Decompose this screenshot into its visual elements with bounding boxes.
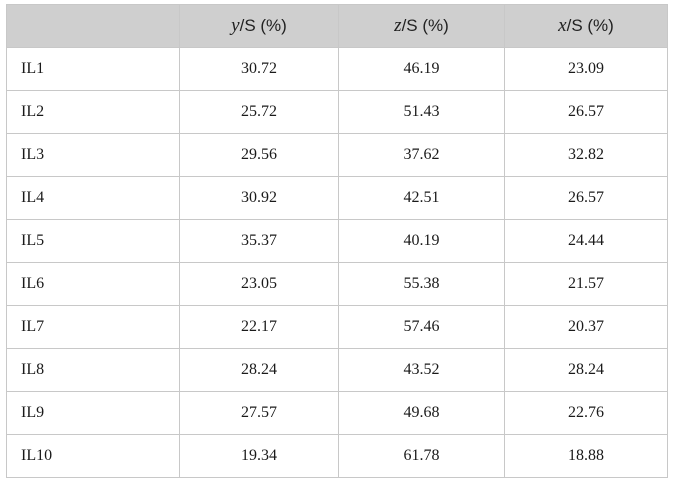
table-header: y/S (%) z/S (%) x/S (%) <box>6 4 668 48</box>
row-label: IL4 <box>6 176 180 220</box>
x-value-cell: 24.44 <box>504 219 668 263</box>
z-value-cell: 42.51 <box>338 176 505 220</box>
z-value-cell: 55.38 <box>338 262 505 306</box>
x-value-cell: 32.82 <box>504 133 668 177</box>
z-value-cell: 57.46 <box>338 305 505 349</box>
table-row: IL6 23.05 55.38 21.57 <box>6 262 668 306</box>
y-value-cell: 25.72 <box>179 90 339 134</box>
z-value-cell: 46.19 <box>338 47 505 91</box>
table-row: IL9 27.57 49.68 22.76 <box>6 391 668 435</box>
row-label: IL10 <box>6 434 180 478</box>
data-table: y/S (%) z/S (%) x/S (%) IL1 30.72 46.19 … <box>6 4 668 478</box>
row-label: IL8 <box>6 348 180 392</box>
table-row: IL4 30.92 42.51 26.57 <box>6 176 668 220</box>
row-label: IL9 <box>6 391 180 435</box>
header-unit: /S (%) <box>566 16 614 35</box>
table-row: IL7 22.17 57.46 20.37 <box>6 305 668 349</box>
z-value-cell: 61.78 <box>338 434 505 478</box>
x-value-cell: 18.88 <box>504 434 668 478</box>
x-value-cell: 22.76 <box>504 391 668 435</box>
y-value-cell: 28.24 <box>179 348 339 392</box>
z-value-cell: 37.62 <box>338 133 505 177</box>
header-unit: /S (%) <box>401 16 449 35</box>
table-row: IL3 29.56 37.62 32.82 <box>6 133 668 177</box>
row-label: IL1 <box>6 47 180 91</box>
header-cell-x-ratio: x/S (%) <box>504 4 668 48</box>
table-row: IL8 28.24 43.52 28.24 <box>6 348 668 392</box>
table-row: IL10 19.34 61.78 18.88 <box>6 434 668 478</box>
header-cell-z-ratio: z/S (%) <box>338 4 505 48</box>
y-value-cell: 27.57 <box>179 391 339 435</box>
z-value-cell: 40.19 <box>338 219 505 263</box>
header-cell-y-ratio: y/S (%) <box>179 4 339 48</box>
x-value-cell: 21.57 <box>504 262 668 306</box>
y-value-cell: 30.72 <box>179 47 339 91</box>
x-value-cell: 23.09 <box>504 47 668 91</box>
header-unit: /S (%) <box>239 16 287 35</box>
y-value-cell: 23.05 <box>179 262 339 306</box>
row-label: IL5 <box>6 219 180 263</box>
table-row: IL5 35.37 40.19 24.44 <box>6 219 668 263</box>
table-body: IL1 30.72 46.19 23.09 IL2 25.72 51.43 26… <box>6 47 668 478</box>
y-value-cell: 30.92 <box>179 176 339 220</box>
header-cell-sample <box>6 4 180 48</box>
z-value-cell: 51.43 <box>338 90 505 134</box>
y-value-cell: 22.17 <box>179 305 339 349</box>
x-value-cell: 26.57 <box>504 176 668 220</box>
header-variable: y <box>231 15 240 36</box>
row-label: IL6 <box>6 262 180 306</box>
header-variable: x <box>558 15 567 36</box>
header-variable: z <box>394 15 402 36</box>
y-value-cell: 35.37 <box>179 219 339 263</box>
y-value-cell: 19.34 <box>179 434 339 478</box>
x-value-cell: 26.57 <box>504 90 668 134</box>
z-value-cell: 43.52 <box>338 348 505 392</box>
y-value-cell: 29.56 <box>179 133 339 177</box>
table-row: IL1 30.72 46.19 23.09 <box>6 47 668 91</box>
row-label: IL3 <box>6 133 180 177</box>
x-value-cell: 20.37 <box>504 305 668 349</box>
z-value-cell: 49.68 <box>338 391 505 435</box>
row-label: IL7 <box>6 305 180 349</box>
row-label: IL2 <box>6 90 180 134</box>
table-row: IL2 25.72 51.43 26.57 <box>6 90 668 134</box>
x-value-cell: 28.24 <box>504 348 668 392</box>
header-row: y/S (%) z/S (%) x/S (%) <box>6 4 668 48</box>
